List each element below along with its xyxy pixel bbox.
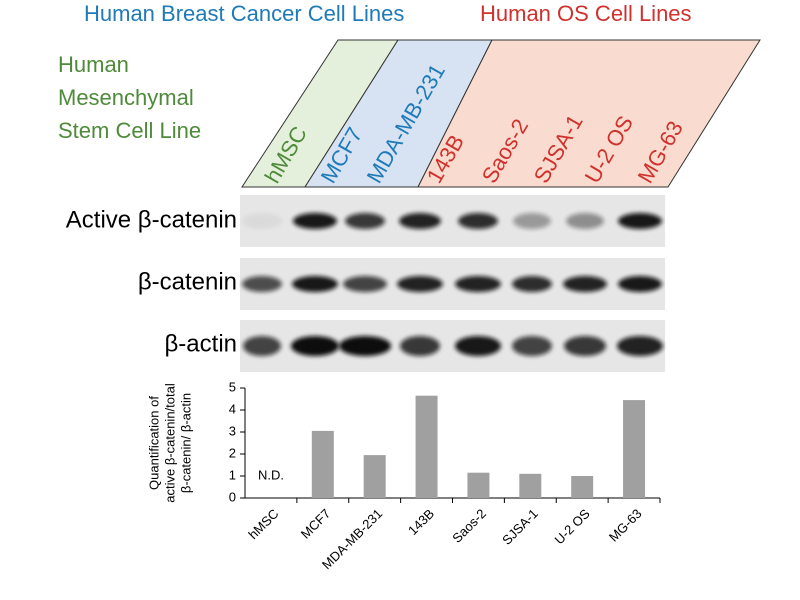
band <box>563 276 607 292</box>
band <box>455 336 501 356</box>
y-tick-label: 3 <box>229 423 236 438</box>
band <box>242 276 282 292</box>
blot-label: Active β-catenin <box>66 206 237 233</box>
band <box>343 276 387 292</box>
band <box>458 213 498 229</box>
band <box>292 276 338 292</box>
band <box>397 276 443 292</box>
group-title: Mesenchymal <box>58 85 194 110</box>
bar <box>623 400 646 498</box>
annotation: N.D. <box>258 467 284 482</box>
bar <box>519 473 542 498</box>
band <box>455 276 501 292</box>
group-title: Human <box>58 52 129 77</box>
band <box>400 336 440 356</box>
band <box>618 276 662 292</box>
band <box>564 336 606 356</box>
x-tick-label: 143B <box>405 506 437 538</box>
x-tick-label: hMSC <box>245 506 281 542</box>
y-tick-label: 4 <box>229 401 236 416</box>
blot-label: β-actin <box>165 330 238 357</box>
bar <box>415 395 438 498</box>
band <box>513 213 551 229</box>
band <box>399 213 441 229</box>
group-title: Stem Cell Line <box>58 118 201 143</box>
group-box <box>417 39 761 188</box>
band <box>512 276 552 292</box>
x-tick-label: SJSA-1 <box>499 506 541 548</box>
group-title: Human Breast Cancer Cell Lines <box>84 1 404 26</box>
band <box>243 336 281 356</box>
bar <box>363 455 386 498</box>
x-tick-label: U-2 OS <box>551 506 592 547</box>
y-tick-label: 0 <box>229 489 236 504</box>
y-axis-label: active β-catenin/total <box>162 383 177 503</box>
y-tick-label: 1 <box>229 467 236 482</box>
group-title: Human OS Cell Lines <box>480 1 692 26</box>
bar <box>571 476 594 498</box>
y-tick-label: 5 <box>229 379 236 394</box>
band <box>242 213 282 229</box>
y-tick-label: 2 <box>229 445 236 460</box>
x-tick-label: MG-63 <box>606 506 645 545</box>
bar <box>311 430 334 498</box>
band <box>512 336 552 356</box>
band <box>617 336 663 356</box>
blot-label: β-catenin <box>138 268 237 295</box>
band <box>618 213 662 229</box>
band <box>345 213 385 229</box>
y-axis-label: β-catenin/ β-actin <box>178 393 193 493</box>
band <box>293 213 337 229</box>
x-tick-label: Saos-2 <box>449 506 489 546</box>
band <box>291 336 339 356</box>
band <box>339 336 391 356</box>
band <box>566 213 604 229</box>
x-tick-label: MCF7 <box>298 506 334 542</box>
y-axis-label: Quantification of <box>146 396 161 490</box>
bar <box>467 472 490 498</box>
